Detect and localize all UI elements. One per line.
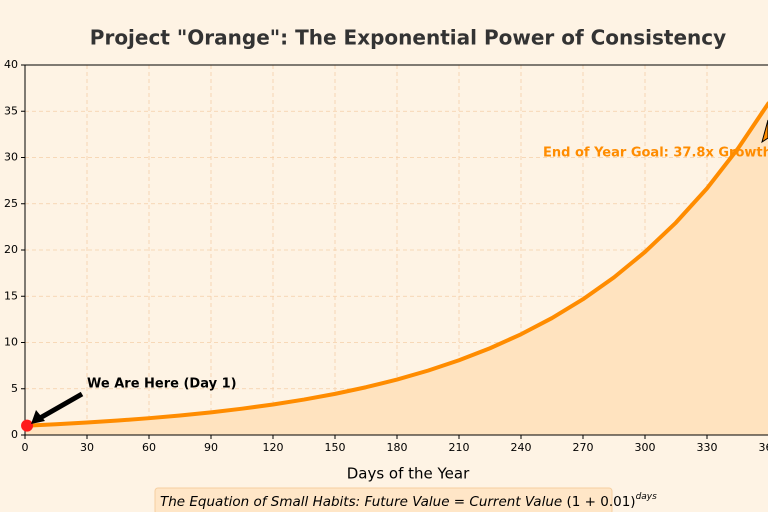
- x-tick-label: 180: [387, 441, 408, 454]
- annotation: End of Year Goal: 37.8x Growth!: [543, 146, 768, 161]
- x-tick-label: 60: [142, 441, 156, 454]
- annotation: We Are Here (Day 1): [87, 377, 237, 392]
- y-tick-label: 25: [4, 197, 18, 210]
- footer-box: [154, 487, 613, 512]
- y-tick-label: 35: [4, 104, 18, 117]
- line: [24, 101, 768, 428]
- y-tick-label: 20: [4, 243, 18, 256]
- footer-text: The Equation of Small Habits: Future Val…: [160, 494, 566, 510]
- x-tick-label: 120: [263, 441, 284, 454]
- plot-area: 0 5 10 15 20 25 30 35 40 0 30 60 90 120 150 180 210 240 27…: [4, 58, 768, 454]
- y-tick-label: 15: [4, 289, 18, 302]
- area: [25, 103, 768, 435]
- x-tick-label: 240: [511, 441, 532, 454]
- y-tick-label: 10: [4, 336, 18, 349]
- x-tick-label: 330: [697, 441, 718, 454]
- x-tick-label: 90: [204, 441, 218, 454]
- x-tick-label: 360: [759, 441, 768, 454]
- y-tick-label: 0: [11, 428, 18, 441]
- x-tick-label: 150: [325, 441, 346, 454]
- x-tick-label: 210: [449, 441, 470, 454]
- y-tick-label: 30: [4, 151, 18, 164]
- x-tick-label: 0: [22, 441, 29, 454]
- marker-point: [21, 419, 34, 432]
- footer-formula: (1 + 0.01): [566, 494, 635, 510]
- x-tick-label: 270: [573, 441, 594, 454]
- annotation-arrow: [38, 391, 84, 421]
- x-tick-label: 30: [80, 441, 94, 454]
- footer-exponent: days: [636, 492, 658, 502]
- arrow-head: [31, 410, 45, 424]
- x-axis-label: Days of the Year: [347, 465, 470, 483]
- chart-title: Project "Orange": The Exponential Power …: [90, 26, 726, 50]
- x-tick-label: 300: [635, 441, 656, 454]
- goal-arrow: [761, 119, 768, 144]
- y-tick-label: 5: [11, 382, 18, 395]
- footer: The Equation of Small Habits: Future Val…: [160, 492, 657, 511]
- y-tick-label: 40: [4, 58, 18, 71]
